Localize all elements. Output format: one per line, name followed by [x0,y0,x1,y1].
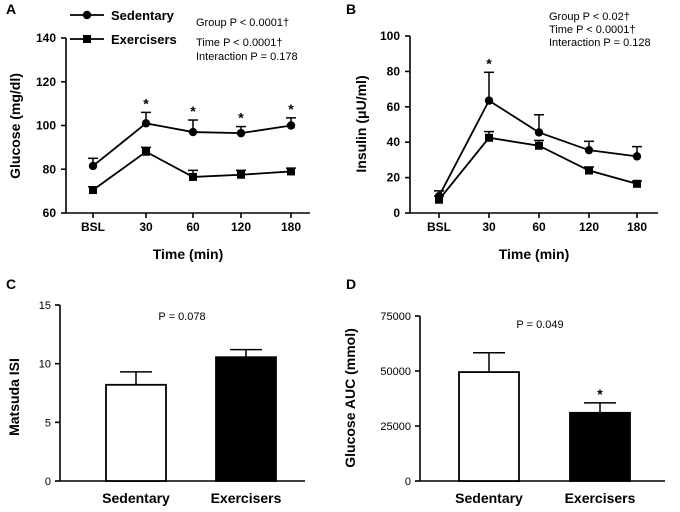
panel-a-ytick-label: 120 [36,75,56,89]
legend-exercisers-marker [83,35,91,43]
panel-b-exercisers-point [485,133,493,142]
panel-a-ytick-label: 100 [36,119,56,133]
panel-d-ytick-label: 50000 [380,366,411,378]
panel-a: A 60 80 100 120 140 BSL 30 60 120 180 Time (min) Glu… [6,1,310,262]
panel-d-ytick-label: 0 [405,476,411,488]
panel-a-sedentary-point [286,121,296,130]
panel-c-xtick-label: Sedentary [102,490,170,506]
panel-a-stat-3: Interaction P = 0.178 [196,51,298,63]
panel-b-xtick-label: 180 [627,220,647,234]
panel-c-xtick-label: Exercisers [211,490,282,506]
panel-a-x-title: Time (min) [153,246,224,262]
panel-a-xtick-label: 60 [186,220,200,234]
panel-b-sedentary-point [484,96,494,105]
panel-b-stat-1: Group P < 0.02† [549,11,630,23]
panel-b-xtick-label: BSL [427,220,451,234]
panel-a-ytick-label: 80 [43,162,57,176]
panel-d-xtick-label: Sedentary [455,490,523,506]
panel-d-exercisers-bar [569,411,631,482]
panel-a-sedentary-point [188,127,198,137]
panel-a-exercisers-point [287,167,295,176]
panel-a-exercisers-point [237,170,245,179]
legend-exercisers-label: Exercisers [111,32,177,47]
panel-a-exercisers-point [89,186,97,195]
panel-b-sedentary-point [632,152,642,161]
panel-d-ytick-label: 75000 [380,311,411,323]
legend-sedentary-label: Sedentary [111,8,175,23]
panel-a-sedentary-point [141,119,151,128]
panel-b-stat-2: Time P < 0.0001† [549,24,636,36]
panel-d-xtick-label: Exercisers [565,490,636,506]
panel-c-sedentary-bar [105,383,167,482]
panel-a-xtick-label: 180 [281,220,301,234]
panel-a-sedentary-point [236,128,246,138]
panel-a-xtick-label: 120 [231,220,251,234]
panel-d: D 0 25000 50000 75000 Glucose AUC (mmol) P = 0… [342,276,665,506]
panel-b-significance-star: * [486,55,492,71]
panel-a-ytick-label: 140 [36,31,56,45]
panel-b-stat-3: Interaction P = 0.128 [549,37,651,49]
panel-d-ytick-label: 25000 [380,421,411,433]
panel-d-y-title: Glucose AUC (mmol) [342,328,358,468]
panel-d-sedentary-bar [458,371,520,482]
panel-b-ytick-label: 20 [387,171,401,185]
panel-a-xtick-label: BSL [81,220,105,234]
panel-a-exercisers-point [142,147,150,156]
panel-a-significance-star: * [190,103,196,119]
panel-c-p-value: P = 0.078 [158,311,205,323]
panel-b-ytick-label: 60 [387,100,401,114]
panel-b-exercisers-point [585,166,593,175]
panel-b-letter: B [346,1,356,17]
panel-c-ytick-label: 15 [39,300,51,312]
panel-b-xtick-label: 30 [482,220,496,234]
panel-b: B 0 20 40 60 80 100 BSL 30 60 120 180 Time (min) Insu… [346,1,658,262]
panel-b-ytick-label: 80 [387,64,401,78]
panel-b-ytick-label: 0 [393,206,400,220]
panel-c-letter: C [6,276,16,292]
panel-b-y-title: Insulin (μU/ml) [353,75,369,172]
panel-a-significance-star: * [238,110,244,126]
panel-c: C 0 5 10 15 Matsuda ISI P = 0.078 Sedentary Exer… [6,276,305,506]
panel-a-significance-star: * [288,101,294,117]
panel-a-stat-2: Time P < 0.0001† [196,37,283,49]
panel-b-xtick-label: 60 [532,220,546,234]
legend: Sedentary Exercisers [70,8,177,47]
panel-a-letter: A [6,1,16,17]
panel-b-sedentary-point [534,128,544,137]
panel-b-exercisers-point [535,141,543,150]
panel-c-ytick-label: 10 [39,359,51,371]
panel-a-exercisers-point [189,172,197,181]
panel-b-x-title: Time (min) [499,246,570,262]
panel-b-exercisers-point [435,195,443,204]
panel-d-p-value: P = 0.049 [516,319,563,331]
panel-c-exercisers-bar [215,356,277,482]
panel-b-xtick-label: 120 [579,220,599,234]
panel-a-ytick-label: 60 [43,206,57,220]
panel-b-ytick-label: 100 [380,29,400,43]
panel-c-ytick-label: 0 [45,476,51,488]
panel-b-sedentary-point [584,145,594,155]
panel-a-stat-1: Group P < 0.0001† [196,17,289,29]
panel-d-letter: D [346,276,356,292]
panel-c-ytick-label: 5 [45,417,51,429]
panel-a-sedentary-point [88,161,98,171]
panel-a-xtick-label: 30 [139,220,153,234]
panel-a-y-title: Glucose (mg/dl) [7,73,23,179]
panel-a-significance-star: * [143,95,149,111]
panel-b-ytick-label: 40 [387,135,401,149]
panel-c-y-title: Matsuda ISI [6,358,22,436]
panel-b-exercisers-point [633,179,641,188]
legend-sedentary-marker [82,10,92,20]
panel-d-significance-star: * [597,386,603,402]
